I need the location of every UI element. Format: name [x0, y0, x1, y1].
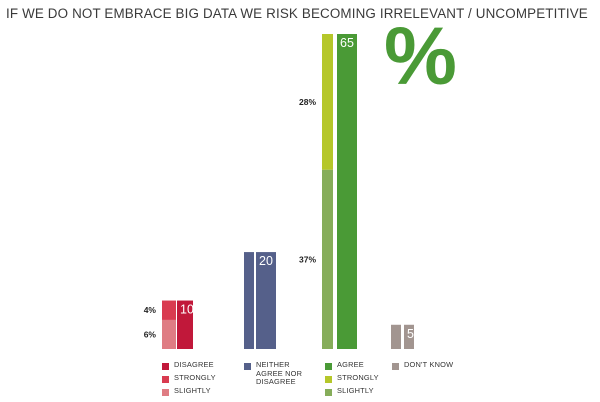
- legend-neither: NEITHER AGREE NOR DISAGREE: [244, 360, 302, 386]
- legend-label: STRONGLY: [337, 373, 379, 382]
- legend-item: STRONGLY: [325, 373, 379, 387]
- legend-label: NEITHER AGREE NOR DISAGREE: [256, 360, 303, 387]
- legend-label: DISAGREE: [174, 360, 214, 369]
- agree-slightly-segment: [322, 169, 333, 349]
- agree-strongly-label: 28%: [299, 97, 316, 107]
- disagree-total-bar: [177, 300, 193, 349]
- agree-strongly-segment: [322, 34, 333, 170]
- chart-title: IF WE DO NOT EMBRACE BIG DATA WE RISK BE…: [6, 6, 588, 21]
- legend-label: SLIGHTLY: [174, 386, 211, 395]
- legend-swatch: [162, 376, 169, 383]
- legend-label: STRONGLY: [174, 373, 216, 382]
- legend-item: SLIGHTLY: [162, 386, 216, 400]
- dont_know-left-bar: [391, 324, 401, 349]
- legend-item: NEITHER AGREE NOR DISAGREE: [244, 360, 302, 386]
- legend-item: SLIGHTLY: [325, 386, 379, 400]
- legend-dont_know: DON'T KNOW: [392, 360, 454, 374]
- legend-item: AGREE: [325, 360, 379, 374]
- disagree-slightly-segment: [162, 319, 176, 349]
- neither-left-bar: [244, 252, 254, 349]
- disagree-total-label: 10: [180, 303, 194, 317]
- legend-item: DON'T KNOW: [392, 360, 454, 374]
- dont_know-total-label: 5: [407, 327, 414, 341]
- legend-swatch: [392, 363, 399, 370]
- neither-total-label: 20: [259, 254, 273, 268]
- legend-swatch: [244, 363, 251, 370]
- percent-symbol: %: [384, 11, 457, 102]
- legend-swatch: [162, 363, 169, 370]
- legend-item: STRONGLY: [162, 373, 216, 387]
- disagree-strongly-label: 4%: [144, 305, 157, 315]
- disagree-strongly-segment: [162, 300, 176, 320]
- legend-disagree: DISAGREE STRONGLY SLIGHTLY: [162, 360, 216, 400]
- legend-label: SLIGHTLY: [337, 386, 374, 395]
- legend-label: DON'T KNOW: [404, 360, 454, 369]
- legend-swatch: [162, 389, 169, 396]
- agree-total-label: 65: [340, 36, 354, 50]
- legend-agree: AGREE STRONGLY SLIGHTLY: [325, 360, 379, 400]
- dont_know-total-bar: [404, 324, 414, 349]
- neither-total-bar: [256, 252, 276, 349]
- legend-label: AGREE: [337, 360, 364, 369]
- legend-swatch: [325, 389, 332, 396]
- legend-swatch: [325, 363, 332, 370]
- agree-slightly-label: 37%: [299, 254, 316, 264]
- legend-item: DISAGREE: [162, 360, 216, 374]
- agree-total-bar: [337, 34, 357, 349]
- legend-swatch: [325, 376, 332, 383]
- disagree-slightly-label: 6%: [144, 329, 157, 339]
